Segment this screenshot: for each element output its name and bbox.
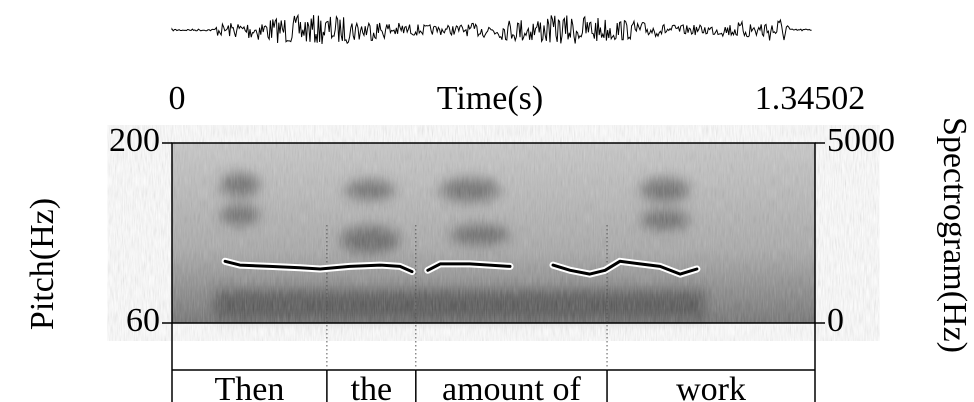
interval-label: work bbox=[676, 371, 746, 402]
y2-tick-label: 5000 bbox=[827, 122, 895, 159]
pitch-line bbox=[551, 259, 699, 276]
interval-label: amount of bbox=[442, 371, 581, 402]
y2-axis-title: Spectrogram(Hz) bbox=[936, 117, 973, 353]
x-axis-title: Time(s) bbox=[437, 80, 543, 117]
interval-label: the bbox=[351, 371, 393, 402]
pitch-line bbox=[223, 259, 414, 274]
textgrid bbox=[171, 323, 816, 402]
interval-label: Then bbox=[215, 371, 285, 402]
y-tick-label: 60 bbox=[126, 302, 160, 339]
y-tick-label: 200 bbox=[109, 122, 160, 159]
pitch-line bbox=[426, 262, 512, 272]
y-axis-title: Pitch(Hz) bbox=[24, 198, 61, 330]
x-tick-label: 0 bbox=[169, 80, 186, 117]
x-tick-label: 1.34502 bbox=[755, 80, 866, 117]
waveform-line bbox=[171, 13, 812, 45]
waveform bbox=[171, 13, 812, 45]
spectrogram bbox=[171, 142, 816, 324]
y2-tick-label: 0 bbox=[827, 302, 844, 339]
